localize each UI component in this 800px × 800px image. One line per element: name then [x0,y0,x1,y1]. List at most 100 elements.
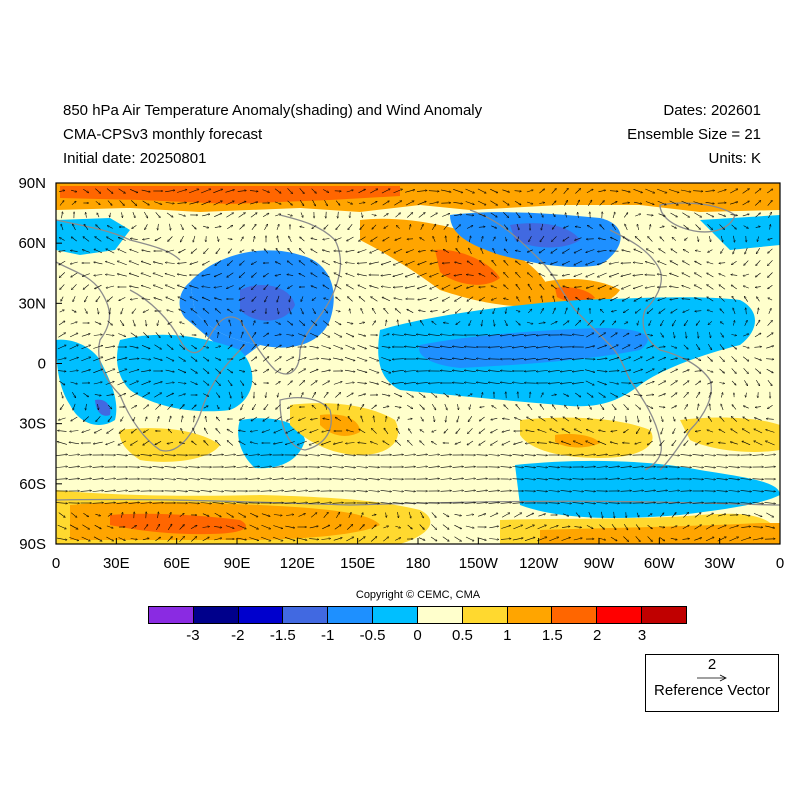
wind-arrow [467,296,474,302]
wind-arrow [733,247,736,254]
wind-arrow [394,201,401,206]
wind-arrow [456,321,461,324]
wind-arrow [190,286,199,289]
wind-arrow [118,188,126,194]
wind-arrow [418,261,427,264]
wind-arrow [371,297,378,302]
wind-arrow [275,321,280,325]
wind-arrow [694,298,702,301]
wind-arrow [646,215,653,216]
wind-arrow [680,189,691,192]
wind-arrow [324,199,328,206]
colorbar-label: -0.5 [359,627,386,644]
lon-tick-label: 150E [340,555,375,572]
wind-arrow [154,298,163,301]
wind-arrow [213,189,222,194]
wind-arrow [336,297,341,302]
wind-arrow [404,334,416,336]
wind-arrow [251,224,256,230]
wind-arrow [228,248,233,254]
wind-arrow [431,251,438,252]
wind-arrow [299,273,306,277]
wind-arrow [719,263,726,264]
wind-arrow [107,226,113,229]
wind-arrow [478,213,485,217]
wind-arrow [312,199,316,206]
wind-arrow [600,225,605,230]
wind-arrow [515,309,520,312]
wind-arrow [443,323,449,324]
wind-arrow [311,273,318,278]
australia-coastline [279,397,332,451]
wind-arrow [746,308,747,315]
wind-arrow [527,262,534,265]
wind-arrow [479,296,485,301]
wind-arrow [58,333,65,338]
wind-arrow [370,286,379,289]
wind-arrow [61,212,62,219]
wind-arrow [334,273,343,278]
wind-arrow [202,214,210,217]
wind-arrow [275,214,281,217]
wind-arrow [250,213,257,218]
wind-arrow [633,262,643,264]
wind-arrow [357,263,367,264]
wind-arrow [218,332,219,338]
wind-arrow [469,320,472,325]
wind-arrow [696,320,701,326]
wind-arrow [94,249,103,254]
wind-arrow [514,200,521,205]
wind-arrow [467,261,474,266]
wind-arrow [491,225,496,228]
wind-arrow [744,320,748,326]
wind-arrow [143,309,150,313]
wind-arrow [370,201,377,205]
wind-arrow [609,191,618,192]
wind-arrow [191,224,196,229]
wind-arrow [453,202,462,203]
wind-arrow [395,213,401,218]
wind-arrow [153,262,163,265]
wind-arrow [276,284,281,290]
wind-arrow [693,191,703,192]
wind-arrow [405,285,415,288]
wind-arrow [392,335,404,336]
wind-arrow [565,296,568,302]
wind-arrow [157,320,159,325]
wind-arrow [371,236,378,242]
wind-arrow [265,295,268,302]
wind-arrow [96,296,101,302]
wind-arrow [541,296,543,303]
wind-arrow [672,237,677,241]
wind-arrow [299,200,304,206]
wind-arrow [770,224,771,230]
wind-arrow [623,237,630,242]
wind-arrow [731,275,738,276]
wind-arrow [72,284,77,289]
wind-arrow [82,273,90,277]
wind-arrow [130,200,137,205]
wind-arrow [180,322,185,325]
wind-arrow [360,224,365,229]
wind-arrow [562,273,570,276]
wind-arrow [597,261,607,264]
wind-arrow [694,285,703,290]
wind-arrow [81,334,90,337]
wind-arrow [669,200,679,205]
wind-arrow [299,320,305,326]
wind-arrow [253,236,254,242]
wind-arrow [215,260,222,266]
wind-arrow [611,310,617,311]
wind-arrow [180,235,184,242]
wind-arrow [178,213,186,216]
wind-arrow [158,223,159,230]
wind-arrow [277,307,278,314]
lat-tick-label: 90S [19,536,46,553]
wind-arrow [742,189,750,194]
wind-arrow [466,275,474,276]
colorbar-segment [149,607,194,623]
wind-arrow [165,285,175,290]
wind-arrow [177,285,187,290]
wind-arrow [165,263,175,264]
wind-arrow [83,188,88,193]
